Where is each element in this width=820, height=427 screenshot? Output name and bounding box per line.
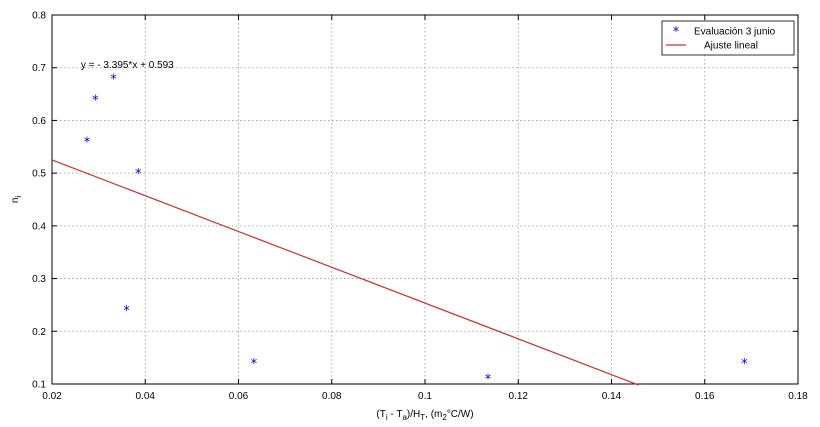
fit-line-layer bbox=[51, 159, 639, 386]
data-point: * bbox=[110, 72, 117, 87]
axis-label-subscript: i bbox=[14, 196, 23, 198]
y-axis-label: ni bbox=[10, 196, 23, 204]
y-tick-label: 0.4 bbox=[32, 221, 46, 232]
legend-entry-label: Evaluación 3 junio bbox=[694, 27, 776, 38]
y-tick-label: 0.6 bbox=[32, 116, 46, 127]
data-point: * bbox=[84, 136, 91, 151]
axis-label-subscript: i bbox=[386, 413, 388, 422]
axis-label-part: °C/W) bbox=[447, 409, 474, 420]
y-tick-label: 0.1 bbox=[32, 380, 46, 391]
data-point: * bbox=[92, 93, 99, 108]
legend: * Evaluación 3 junio Ajuste lineal bbox=[661, 20, 795, 56]
x-tick-label: 0.08 bbox=[322, 391, 342, 402]
y-tick-label: 0.5 bbox=[32, 169, 46, 180]
y-tick-label: 0.7 bbox=[32, 63, 46, 74]
fit-line bbox=[51, 159, 639, 386]
axis-label-part: - T bbox=[388, 409, 403, 420]
axis-label-subscript: 2 bbox=[442, 413, 447, 422]
data-point: * bbox=[135, 167, 142, 182]
x-tick-label: 0.18 bbox=[788, 391, 808, 402]
x-tick-label: 0.1 bbox=[418, 391, 432, 402]
x-tick-label: 0.16 bbox=[695, 391, 715, 402]
data-point: * bbox=[485, 373, 492, 388]
axis-label-part: (T bbox=[376, 409, 385, 420]
x-axis-label: (Ti - Ta)/HT, (m2°C/W) bbox=[376, 409, 473, 422]
legend-entry-label: Ajuste lineal bbox=[704, 41, 758, 52]
axes bbox=[51, 14, 799, 385]
y-tick-label: 0.3 bbox=[32, 274, 46, 285]
axis-label-part: n bbox=[10, 198, 21, 204]
legend-marker: * bbox=[673, 25, 680, 40]
data-point: * bbox=[123, 304, 130, 319]
axis-label-part: , (m bbox=[425, 409, 442, 420]
grid-lines bbox=[52, 15, 798, 384]
legend-box bbox=[661, 20, 795, 56]
x-tick-label: 0.14 bbox=[602, 391, 622, 402]
axis-label-part: )/H bbox=[407, 409, 420, 420]
x-tick-label: 0.02 bbox=[42, 391, 62, 402]
axis-label-subscript: a bbox=[402, 413, 407, 422]
x-tick-label: 0.06 bbox=[229, 391, 249, 402]
x-tick-label: 0.04 bbox=[136, 391, 156, 402]
tick-labels: 0.02 0.04 0.06 0.08 0.1 0.12 0.14 0.16 0.18 0.1 0.… bbox=[32, 11, 808, 403]
axis-labels: (Ti - Ta)/HT, (m2°C/W)ni bbox=[10, 196, 474, 422]
data-points: * * * * * * * * bbox=[84, 72, 748, 387]
data-point: * bbox=[251, 357, 258, 372]
y-tick-label: 0.2 bbox=[32, 327, 46, 338]
axis-label-subscript: T bbox=[420, 413, 425, 422]
y-tick-label: 0.8 bbox=[32, 11, 46, 22]
x-tick-label: 0.12 bbox=[509, 391, 529, 402]
fit-equation-annotation: y = - 3.395*x + 0.593 bbox=[81, 60, 174, 71]
annotations: y = - 3.395*x + 0.593 bbox=[81, 60, 174, 71]
data-point: * bbox=[741, 357, 748, 372]
